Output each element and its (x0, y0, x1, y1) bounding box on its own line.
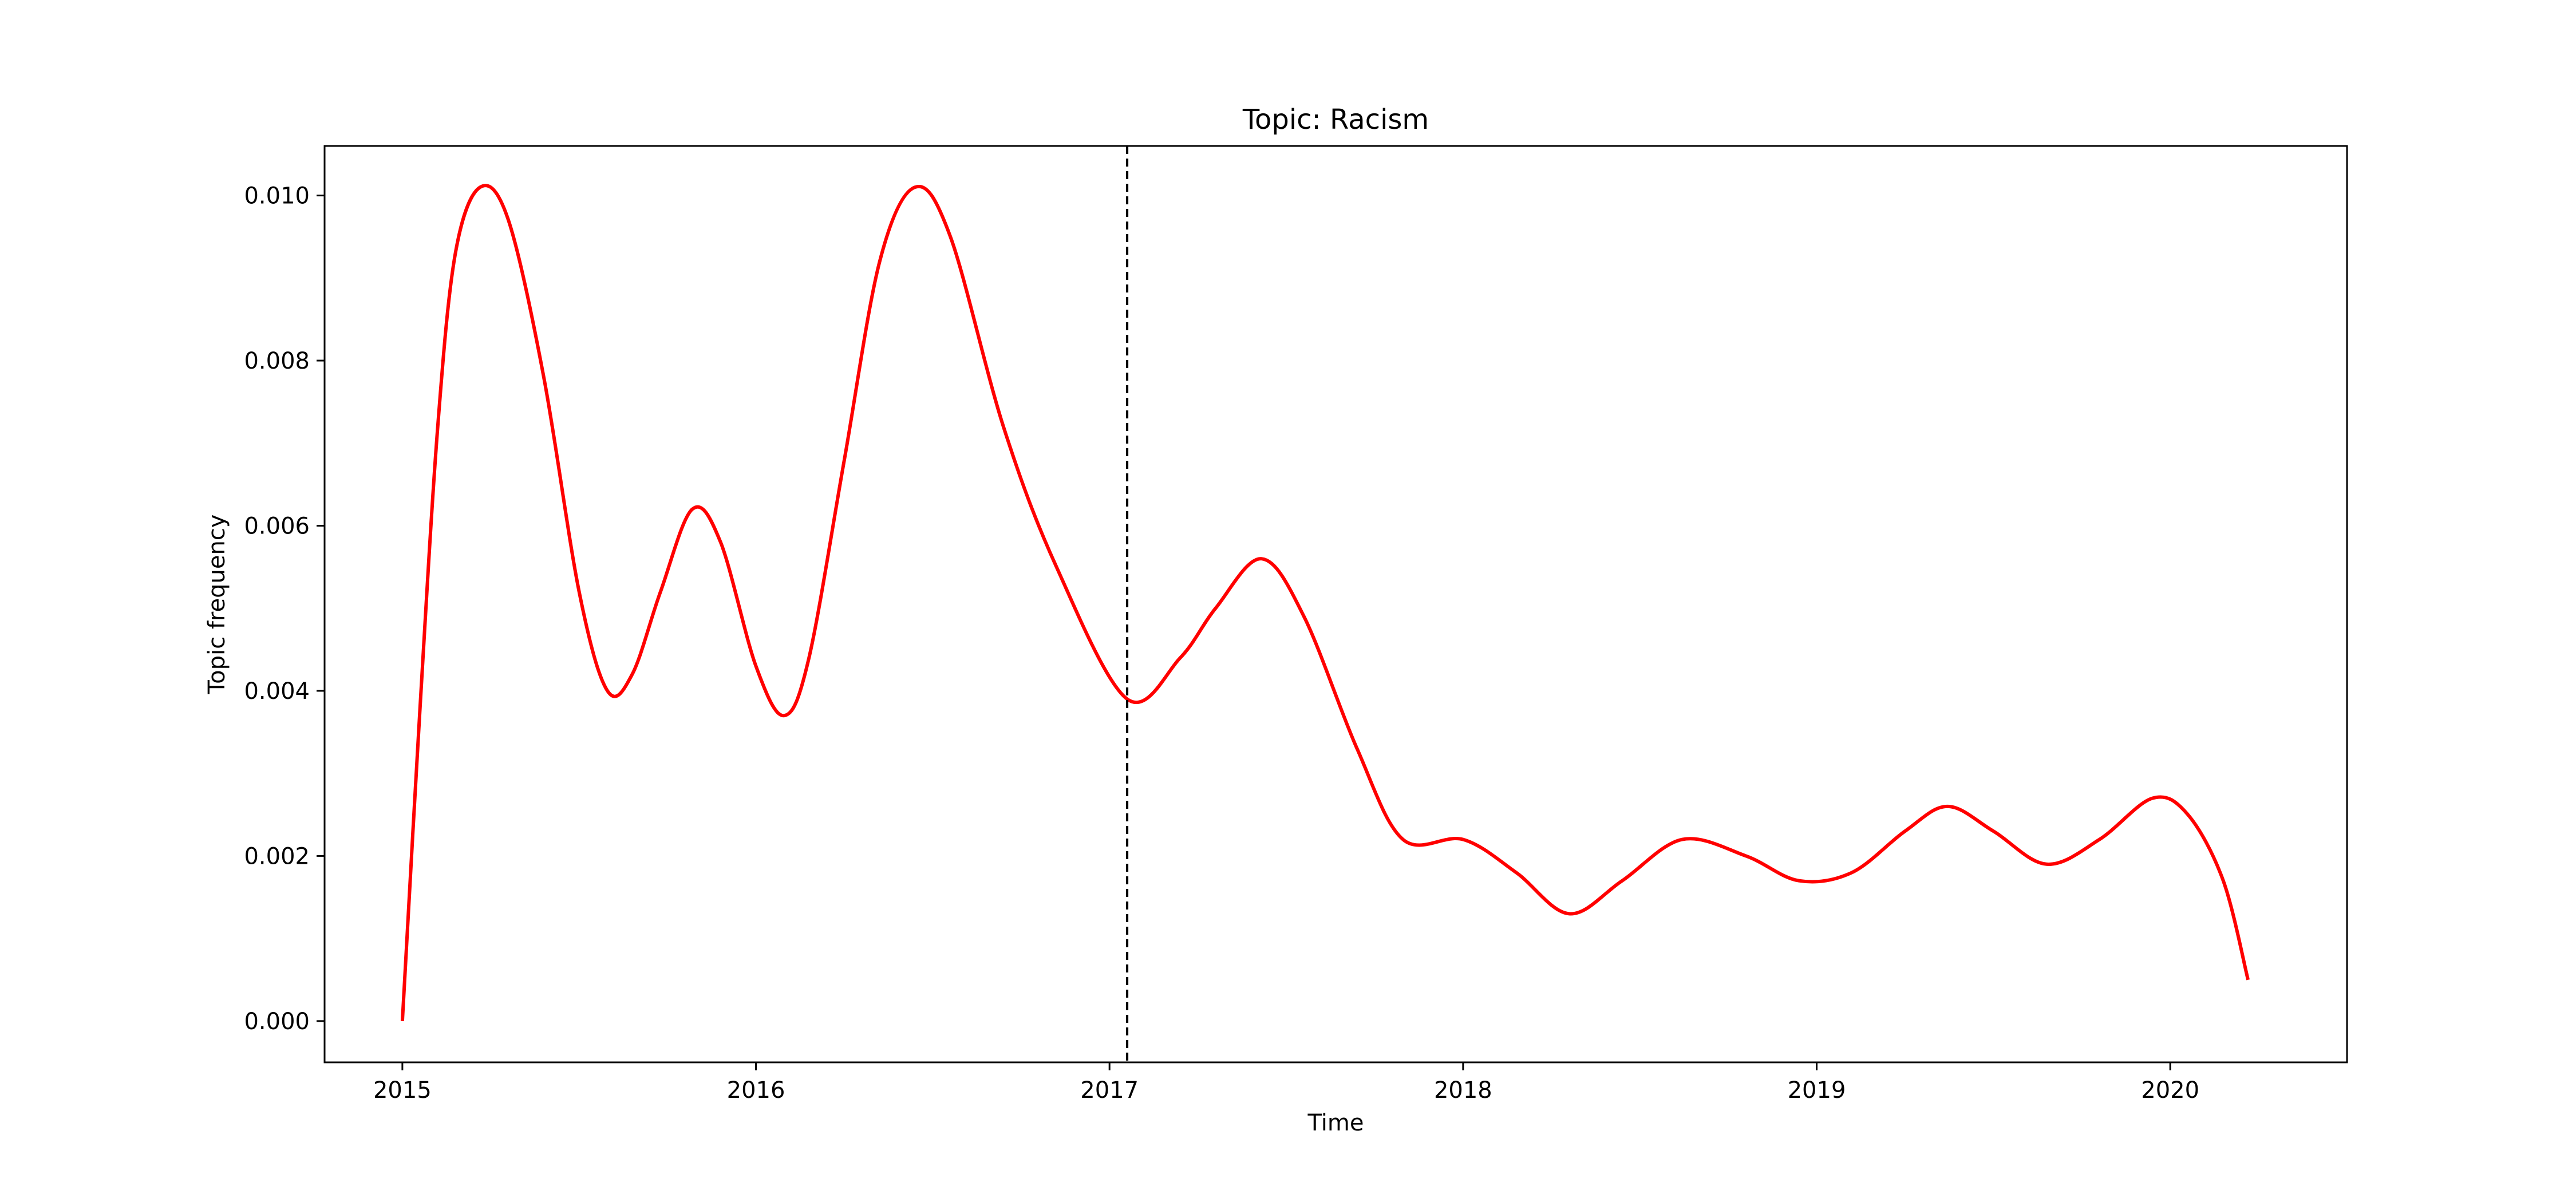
y-tick-label: 0.008 (244, 348, 310, 374)
x-tick-label: 2020 (2141, 1077, 2199, 1104)
x-tick-label: 2018 (1434, 1077, 1492, 1104)
y-tick-label: 0.002 (244, 843, 310, 869)
y-tick-label: 0.010 (244, 183, 310, 209)
x-axis-label: Time (1307, 1110, 1364, 1136)
x-tick-label: 2017 (1080, 1077, 1139, 1104)
plot-area (400, 146, 2250, 1062)
x-tick-label: 2016 (727, 1077, 785, 1104)
ticks: 2015 2016 2017 2018 2019 2020 0.000 0.002 0.004 0… (244, 183, 2199, 1104)
chart-title: Topic: Racism (1242, 104, 1429, 136)
series-line (400, 184, 2250, 1022)
y-tick-label: 0.000 (244, 1009, 310, 1035)
axes-frame (323, 145, 2348, 1063)
x-tick-label: 2015 (373, 1077, 432, 1104)
x-tick-label: 2019 (1788, 1077, 1846, 1104)
y-tick-label: 0.004 (244, 678, 310, 705)
y-tick-label: 0.006 (244, 513, 310, 539)
y-axis-label: Topic frequency (204, 515, 230, 695)
